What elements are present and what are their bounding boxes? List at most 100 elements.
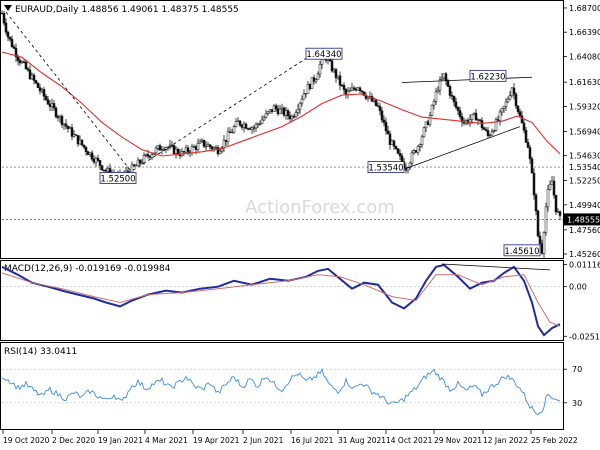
- candle-body: [48, 103, 52, 107]
- candle-body: [230, 131, 234, 134]
- candle-body: [522, 122, 526, 131]
- candle-body: [194, 146, 198, 150]
- candle-body: [288, 115, 292, 120]
- candle-body: [514, 93, 518, 107]
- x-axis-tick-label: 31 Aug 2021: [338, 436, 386, 445]
- candle-body: [416, 146, 420, 153]
- price-label-text: 1.45610: [504, 247, 539, 257]
- price-axis-tick-label: 1.59320: [569, 102, 600, 111]
- candle-body: [474, 112, 478, 121]
- candle-body: [282, 107, 286, 116]
- candle-body: [298, 102, 302, 110]
- candle-body: [352, 87, 356, 90]
- macd-line: [1, 263, 561, 337]
- candle-body: [54, 107, 58, 118]
- macd-header-text: MACD(12,26,9) -0.019169 -0.019984: [4, 264, 171, 274]
- candle-body: [96, 157, 100, 161]
- x-axis-tick-label: 29 Nov 2021: [434, 436, 482, 445]
- rsi-plot: [1, 367, 563, 416]
- candle-body: [500, 108, 504, 113]
- candle-body: [154, 147, 158, 154]
- candle-body: [208, 144, 212, 148]
- candle-body: [104, 169, 108, 172]
- candle-body: [356, 87, 360, 91]
- candle-body: [314, 79, 318, 82]
- candle-body: [430, 104, 434, 116]
- price-header-text: EURAUD,Daily 1.48856 1.49061 1.48375 1.4…: [15, 5, 239, 15]
- candle-body: [218, 150, 222, 155]
- candle-body: [418, 144, 422, 147]
- candle-body: [184, 147, 188, 153]
- candle-body: [72, 134, 76, 137]
- candle-body: [398, 153, 402, 157]
- candle-body: [222, 139, 226, 148]
- candle-body: [156, 145, 160, 149]
- candle-body: [262, 117, 266, 121]
- candle-body: [78, 139, 82, 145]
- candle-body: [530, 158, 534, 174]
- candle-body: [504, 101, 508, 107]
- candle-body: [454, 101, 458, 108]
- candle-body: [508, 95, 512, 100]
- candle-body: [392, 140, 396, 147]
- candle-body: [374, 99, 378, 106]
- trendline: [405, 126, 521, 169]
- candle-body: [330, 60, 334, 72]
- candle-body: [440, 77, 444, 80]
- candle-body: [434, 91, 438, 102]
- macd-axis-tick-label: 0.011168: [569, 261, 600, 270]
- x-axis-tick-label: 19 Jan 2021: [98, 436, 143, 445]
- candle-body: [512, 87, 516, 95]
- price-axis-tick-label: 1.64080: [569, 52, 600, 61]
- candle-body: [256, 123, 260, 125]
- candle-body: [538, 235, 542, 244]
- level-axis-label: 1.53540: [569, 163, 600, 172]
- price-axis-tick-label: 1.49940: [569, 201, 600, 210]
- candle-body: [316, 73, 320, 80]
- candle-body: [68, 127, 72, 129]
- candle-body: [64, 123, 68, 127]
- candle-body: [486, 130, 490, 136]
- candle-body: [384, 122, 388, 132]
- candle-body: [102, 169, 106, 172]
- candle-body: [396, 148, 400, 154]
- rsi-line: [1, 367, 561, 416]
- candle-body: [106, 168, 110, 172]
- candle-body: [446, 80, 450, 87]
- candle-body: [174, 148, 178, 154]
- candle-body: [540, 243, 544, 254]
- candle-body: [336, 75, 340, 79]
- candle-body: [516, 105, 520, 112]
- x-axis-tick-label: 14 Oct 2021: [386, 436, 433, 445]
- price-axis-tick-label: 1.56940: [569, 127, 600, 136]
- candle-body: [70, 127, 74, 137]
- candle-body: [502, 105, 506, 109]
- candle-body: [410, 152, 414, 164]
- candle-body: [6, 31, 10, 38]
- candle-body: [158, 145, 162, 151]
- candle-body: [92, 158, 96, 163]
- candle-body: [192, 146, 196, 148]
- candle-body: [238, 120, 242, 126]
- candle-body: [226, 131, 230, 142]
- candle-body: [100, 165, 104, 171]
- candle-body: [56, 116, 60, 119]
- candle-body: [244, 123, 248, 129]
- candle-body: [84, 147, 88, 152]
- candle-body: [388, 133, 392, 145]
- candle-body: [30, 74, 34, 80]
- candle-body: [286, 110, 290, 116]
- candle-body: [436, 89, 440, 93]
- candle-body: [332, 69, 336, 72]
- macd-panel-frame: [0, 260, 564, 341]
- candle-body: [312, 77, 316, 82]
- candle-body: [94, 157, 98, 163]
- collapse-triangle-icon[interactable]: [4, 5, 12, 11]
- candle-body: [186, 147, 190, 153]
- candle-body: [296, 108, 300, 113]
- candle-body: [310, 77, 314, 89]
- candle-body: [390, 140, 394, 145]
- candle-body: [354, 88, 358, 91]
- candle-body: [146, 154, 150, 157]
- candle-body: [380, 110, 384, 121]
